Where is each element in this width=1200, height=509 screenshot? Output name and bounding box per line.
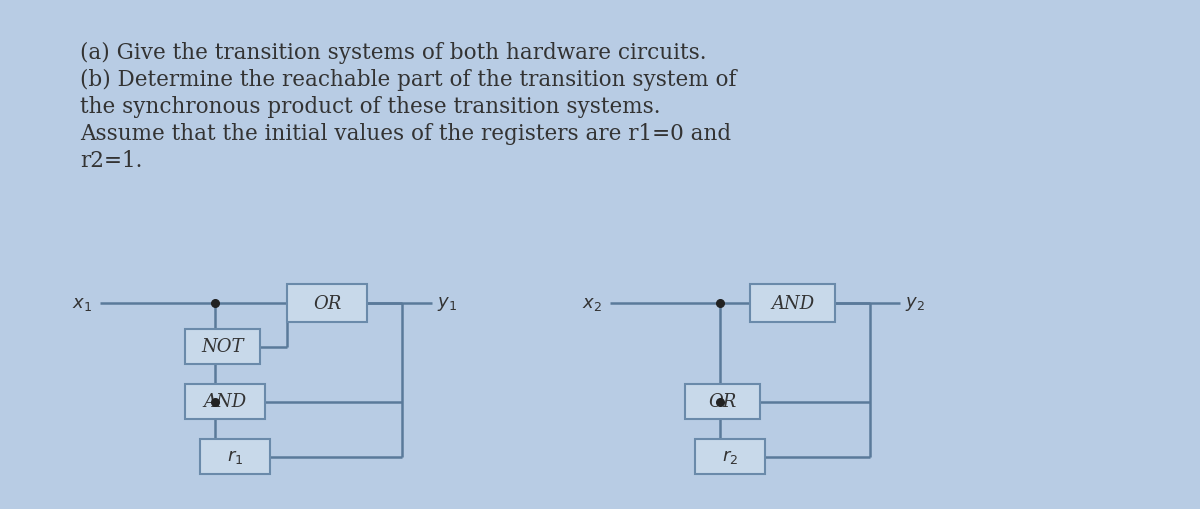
FancyBboxPatch shape xyxy=(185,329,260,364)
FancyBboxPatch shape xyxy=(750,285,835,322)
Text: Assume that the initial values of the registers are r1=0 and: Assume that the initial values of the re… xyxy=(80,123,731,145)
FancyBboxPatch shape xyxy=(287,285,367,322)
Text: $x_2$: $x_2$ xyxy=(582,294,602,313)
Text: r2=1.: r2=1. xyxy=(80,150,143,172)
Text: $y_1$: $y_1$ xyxy=(437,294,457,313)
Text: $y_2$: $y_2$ xyxy=(905,294,925,313)
Text: $r_1$: $r_1$ xyxy=(227,447,244,466)
Text: AND: AND xyxy=(770,294,814,313)
Text: the synchronous product of these transition systems.: the synchronous product of these transit… xyxy=(80,96,660,118)
FancyBboxPatch shape xyxy=(685,384,760,419)
Text: AND: AND xyxy=(204,393,246,411)
Text: (a) Give the transition systems of both hardware circuits.: (a) Give the transition systems of both … xyxy=(80,42,707,64)
Text: NOT: NOT xyxy=(202,338,244,356)
Text: OR: OR xyxy=(313,294,341,313)
Text: $x_1$: $x_1$ xyxy=(72,294,92,313)
FancyBboxPatch shape xyxy=(185,384,265,419)
FancyBboxPatch shape xyxy=(200,439,270,474)
Text: OR: OR xyxy=(708,393,737,411)
Text: (b) Determine the reachable part of the transition system of: (b) Determine the reachable part of the … xyxy=(80,69,737,91)
Text: $r_2$: $r_2$ xyxy=(722,447,738,466)
FancyBboxPatch shape xyxy=(695,439,766,474)
